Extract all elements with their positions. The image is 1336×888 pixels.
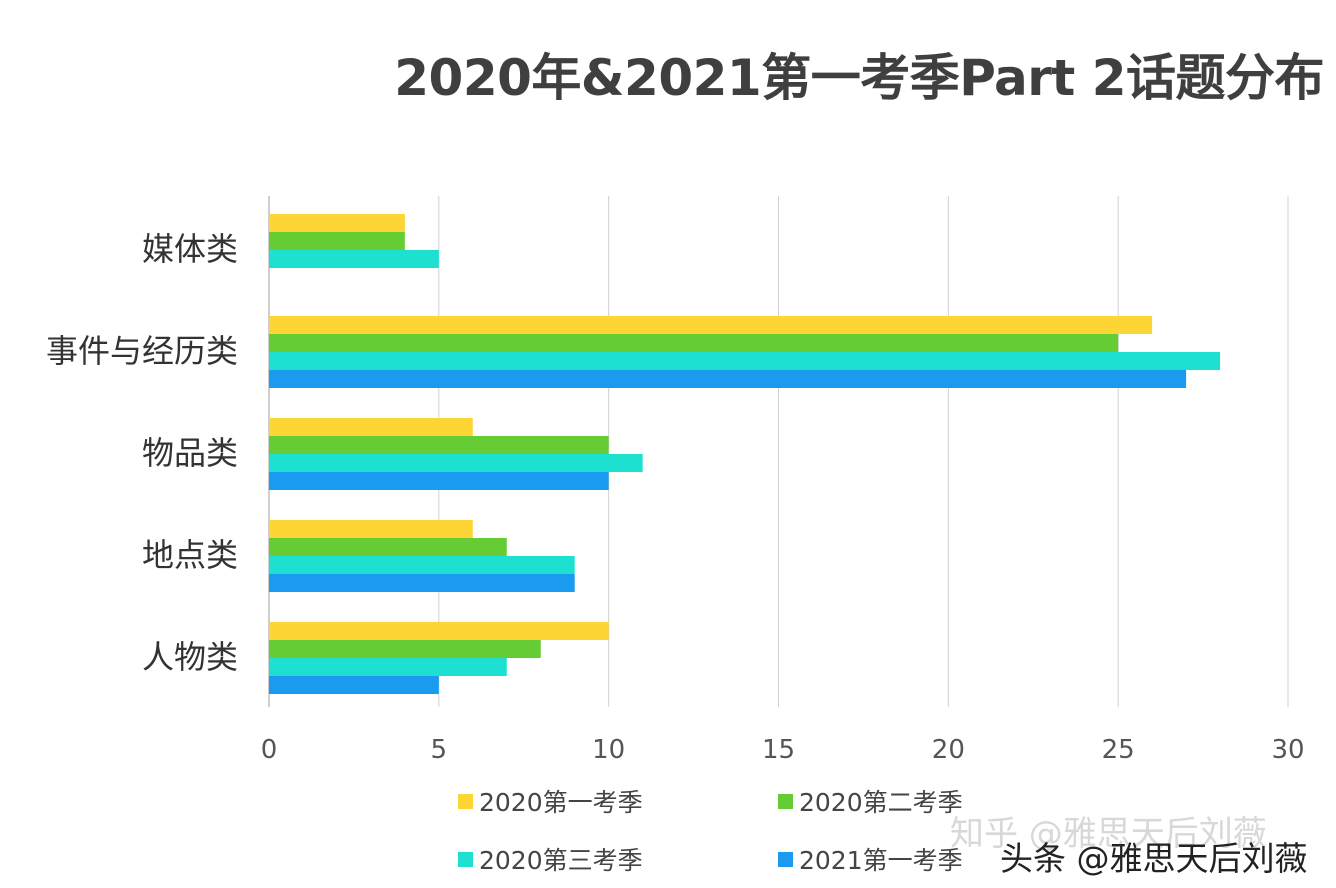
bar — [269, 436, 609, 454]
bar — [269, 214, 405, 232]
x-tick-label: 25 — [1102, 735, 1135, 765]
x-tick-label: 5 — [431, 735, 448, 765]
legend-item-2020-q1: 2020第一考季 — [458, 783, 643, 819]
x-tick-label: 30 — [1271, 735, 1304, 765]
y-category-label: 事件与经历类 — [46, 332, 238, 370]
bar — [269, 622, 609, 640]
bar — [269, 334, 1119, 352]
legend-item-2020-q2: 2020第二考季 — [778, 783, 963, 819]
legend-item-2021-q1: 2021第一考季 — [778, 841, 963, 877]
bar — [269, 418, 473, 436]
bar — [269, 316, 1153, 334]
watermark-toutiao: 头条 @雅思天后刘薇 — [1000, 839, 1308, 878]
y-category-label: 人物类 — [142, 638, 238, 676]
bar — [269, 232, 405, 250]
bar — [269, 352, 1221, 370]
bar — [269, 574, 575, 592]
legend-swatch — [458, 851, 473, 867]
x-tick-label: 0 — [261, 735, 278, 765]
legend-swatch — [458, 793, 473, 809]
x-tick-label: 15 — [762, 735, 795, 765]
x-tick-label: 20 — [932, 735, 965, 765]
watermark-zhihu: 知乎 @雅思天后刘薇 — [950, 814, 1267, 854]
bar — [269, 520, 473, 538]
y-category-label: 媒体类 — [142, 230, 238, 268]
bar — [269, 538, 507, 556]
bar — [269, 250, 439, 268]
bar — [269, 658, 507, 676]
bar — [269, 370, 1187, 388]
legend-swatch — [778, 851, 793, 867]
x-tick-label: 10 — [592, 735, 625, 765]
bar — [269, 472, 609, 490]
bar — [269, 556, 575, 574]
legend-label: 2020第一考季 — [479, 788, 643, 817]
legend-label: 2021第一考季 — [799, 846, 963, 875]
legend-label: 2020第二考季 — [799, 788, 963, 817]
legend-label: 2020第三考季 — [479, 846, 643, 875]
chart-title: 2020年&2021第一考季Part 2话题分布 — [394, 49, 1324, 107]
bar — [269, 640, 541, 658]
y-category-label: 地点类 — [142, 536, 238, 574]
y-category-label: 物品类 — [142, 434, 238, 472]
bar — [269, 454, 643, 472]
bar — [269, 676, 439, 694]
legend-item-2020-q3: 2020第三考季 — [458, 841, 643, 877]
legend-swatch — [778, 793, 793, 809]
